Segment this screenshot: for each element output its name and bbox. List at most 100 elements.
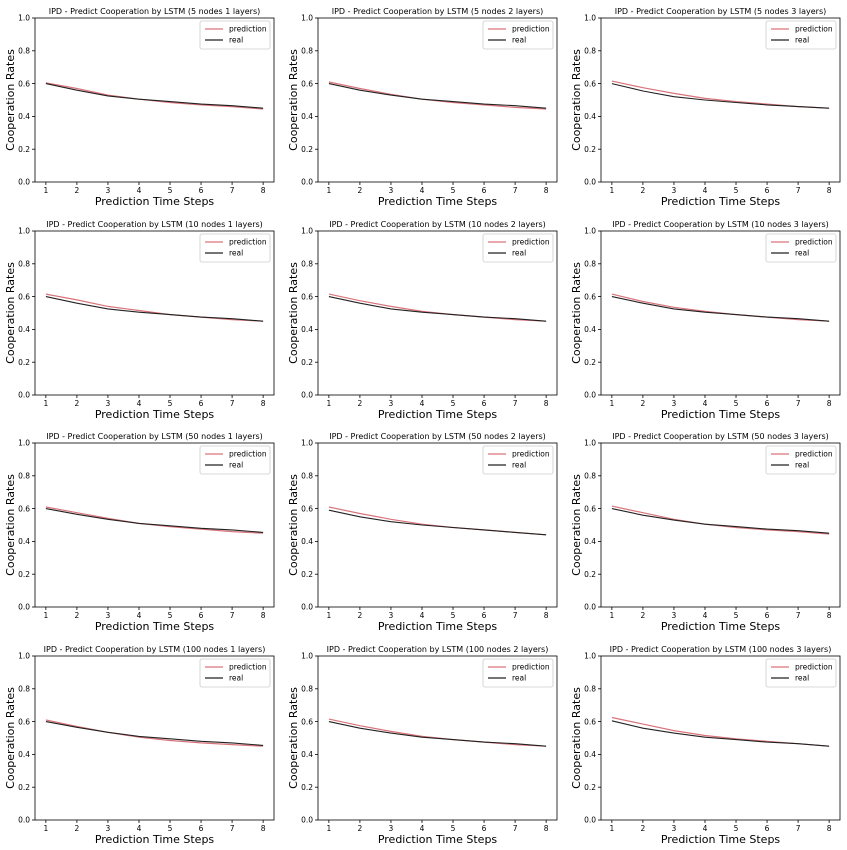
x-tick-label: 8 (544, 399, 549, 408)
y-tick-label: 0.0 (301, 603, 313, 612)
y-tick-label: 1.0 (584, 439, 596, 448)
legend-label-real: real (229, 36, 243, 45)
plot-frame (34, 442, 275, 608)
legend-label-prediction: prediction (229, 25, 267, 34)
legend-label-real: real (795, 461, 809, 470)
y-axis-label: Cooperation Rates (287, 49, 300, 151)
x-tick-label: 8 (827, 186, 832, 195)
x-tick-label: 7 (230, 186, 235, 195)
x-tick-label: 4 (703, 186, 708, 195)
series-line-real (328, 296, 547, 322)
x-tick-label: 6 (199, 611, 204, 620)
plot-frame (600, 442, 841, 608)
y-tick-label: 0.8 (301, 260, 313, 269)
legend-label-real: real (229, 461, 243, 470)
legend-label-prediction: prediction (229, 238, 267, 247)
y-tick-label: 0.0 (18, 816, 30, 825)
legend-box (199, 658, 271, 688)
series-line-real (328, 509, 547, 536)
y-tick-label: 1.0 (301, 14, 313, 23)
series-line-real (611, 508, 830, 534)
x-tick-label: 2 (75, 399, 80, 408)
x-tick-label: 7 (513, 399, 518, 408)
y-axis-label: Cooperation Rates (570, 49, 583, 151)
chart-title: IPD - Predict Cooperation by LSTM (5 nod… (332, 7, 544, 16)
y-tick-label: 0.6 (18, 717, 30, 726)
y-axis-label: Cooperation Rates (570, 262, 583, 364)
x-tick-label: 1 (609, 399, 614, 408)
y-tick-label: 0.4 (584, 537, 596, 546)
x-tick-label: 8 (827, 399, 832, 408)
plot-frame (34, 17, 275, 183)
chart-title: IPD - Predict Cooperation by LSTM (50 no… (46, 432, 263, 441)
series-line-real (45, 721, 264, 746)
y-tick-label: 1.0 (18, 14, 30, 23)
x-tick-label: 6 (199, 824, 204, 833)
y-axis-label: Cooperation Rates (287, 687, 300, 789)
series-line-prediction (611, 505, 830, 535)
x-tick-label: 1 (43, 611, 48, 620)
legend-label-prediction: prediction (795, 450, 833, 459)
y-axis-label: Cooperation Rates (4, 49, 17, 151)
y-tick-label: 1.0 (584, 14, 596, 23)
y-tick-label: 0.0 (584, 178, 596, 187)
y-tick-label: 0.4 (18, 325, 30, 334)
series-line-prediction (328, 293, 547, 322)
subplot-11: IPD - Predict Cooperation by LSTM (100 n… (287, 645, 558, 846)
y-tick-label: 0.6 (301, 79, 313, 88)
x-tick-label: 1 (326, 824, 331, 833)
y-tick-label: 0.2 (18, 358, 30, 367)
y-tick-label: 0.2 (301, 145, 313, 154)
y-tick-label: 0.4 (301, 750, 313, 759)
subplot-12: IPD - Predict Cooperation by LSTM (100 n… (570, 645, 841, 846)
y-tick-label: 0.4 (584, 750, 596, 759)
legend-box (765, 445, 837, 475)
x-tick-label: 1 (326, 611, 331, 620)
chart-title: IPD - Predict Cooperation by LSTM (5 nod… (49, 7, 261, 16)
series-line-prediction (45, 719, 264, 747)
x-tick-label: 1 (43, 824, 48, 833)
chart-title: IPD - Predict Cooperation by LSTM (50 no… (329, 432, 546, 441)
x-tick-label: 8 (827, 611, 832, 620)
y-tick-label: 1.0 (584, 227, 596, 236)
legend-box (765, 233, 837, 263)
x-tick-label: 4 (420, 399, 425, 408)
series-line-real (45, 83, 264, 109)
x-tick-label: 8 (544, 824, 549, 833)
x-tick-label: 6 (199, 399, 204, 408)
x-tick-label: 1 (326, 186, 331, 195)
legend-label-real: real (795, 36, 809, 45)
plot-frame (600, 230, 841, 396)
legend-label-prediction: prediction (795, 25, 833, 34)
y-tick-label: 0.0 (301, 816, 313, 825)
x-tick-label: 2 (75, 186, 80, 195)
y-tick-label: 0.6 (301, 717, 313, 726)
plot-frame (317, 230, 558, 396)
legend-box (199, 233, 271, 263)
y-tick-label: 0.2 (584, 783, 596, 792)
x-tick-label: 2 (641, 824, 646, 833)
subplot-4: IPD - Predict Cooperation by LSTM (10 no… (4, 220, 275, 421)
x-tick-label: 8 (261, 611, 266, 620)
x-tick-label: 8 (261, 824, 266, 833)
x-tick-label: 4 (703, 824, 708, 833)
y-tick-label: 0.8 (18, 472, 30, 481)
x-tick-label: 7 (230, 399, 235, 408)
y-axis-label: Cooperation Rates (4, 262, 17, 364)
x-tick-label: 2 (641, 399, 646, 408)
x-tick-label: 3 (672, 611, 677, 620)
y-tick-label: 0.2 (584, 145, 596, 154)
legend-label-real: real (229, 674, 243, 683)
x-tick-label: 6 (482, 611, 487, 620)
y-tick-label: 0.6 (301, 292, 313, 301)
x-tick-label: 7 (230, 824, 235, 833)
x-tick-label: 2 (358, 611, 363, 620)
x-tick-label: 3 (106, 399, 111, 408)
x-tick-label: 4 (137, 399, 142, 408)
x-tick-label: 3 (106, 824, 111, 833)
legend-box (482, 233, 554, 263)
x-tick-label: 5 (451, 611, 456, 620)
plot-frame (34, 655, 275, 821)
legend-label-real: real (229, 249, 243, 258)
